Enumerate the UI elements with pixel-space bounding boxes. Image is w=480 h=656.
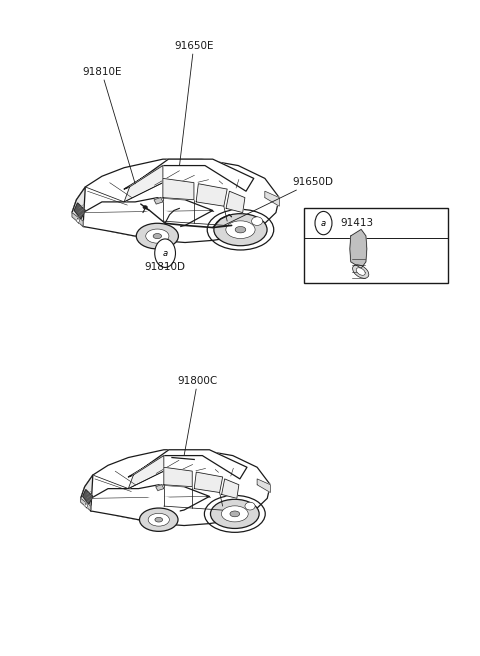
Polygon shape bbox=[72, 159, 279, 243]
Polygon shape bbox=[76, 218, 80, 223]
Ellipse shape bbox=[143, 205, 147, 209]
Ellipse shape bbox=[221, 506, 248, 522]
Text: a: a bbox=[321, 218, 326, 228]
Polygon shape bbox=[91, 485, 209, 520]
Polygon shape bbox=[128, 455, 164, 489]
Ellipse shape bbox=[353, 265, 369, 278]
Ellipse shape bbox=[136, 223, 179, 249]
Ellipse shape bbox=[245, 502, 255, 510]
Text: 91810E: 91810E bbox=[82, 67, 135, 184]
Polygon shape bbox=[128, 450, 247, 479]
Polygon shape bbox=[154, 197, 163, 204]
Ellipse shape bbox=[146, 229, 169, 243]
Polygon shape bbox=[164, 467, 192, 487]
Ellipse shape bbox=[140, 508, 178, 531]
Polygon shape bbox=[72, 213, 83, 226]
Ellipse shape bbox=[356, 268, 365, 276]
Polygon shape bbox=[83, 489, 93, 504]
Polygon shape bbox=[74, 203, 85, 219]
Ellipse shape bbox=[235, 226, 246, 233]
Text: 91800C: 91800C bbox=[178, 377, 217, 455]
Polygon shape bbox=[257, 479, 270, 493]
Circle shape bbox=[155, 239, 176, 268]
Ellipse shape bbox=[148, 513, 169, 526]
FancyBboxPatch shape bbox=[304, 208, 447, 283]
Polygon shape bbox=[81, 499, 91, 511]
Polygon shape bbox=[138, 497, 179, 518]
Text: 91810D: 91810D bbox=[144, 262, 186, 272]
Text: a: a bbox=[163, 249, 168, 258]
Polygon shape bbox=[163, 178, 194, 200]
Polygon shape bbox=[156, 485, 164, 491]
Polygon shape bbox=[194, 472, 223, 493]
Polygon shape bbox=[83, 197, 213, 236]
Polygon shape bbox=[265, 191, 279, 206]
Polygon shape bbox=[350, 230, 367, 268]
Text: 91650D: 91650D bbox=[224, 177, 333, 226]
Polygon shape bbox=[196, 184, 227, 206]
Polygon shape bbox=[226, 191, 245, 213]
Polygon shape bbox=[81, 475, 93, 511]
Polygon shape bbox=[81, 450, 270, 525]
Circle shape bbox=[315, 211, 332, 235]
Ellipse shape bbox=[252, 217, 263, 226]
Ellipse shape bbox=[155, 518, 163, 522]
Ellipse shape bbox=[230, 511, 240, 517]
Polygon shape bbox=[135, 211, 180, 234]
Polygon shape bbox=[72, 187, 85, 226]
Polygon shape bbox=[124, 159, 254, 191]
Ellipse shape bbox=[214, 214, 267, 246]
Polygon shape bbox=[222, 479, 239, 499]
Polygon shape bbox=[124, 165, 163, 202]
Text: 91413: 91413 bbox=[340, 218, 373, 228]
Ellipse shape bbox=[210, 499, 259, 529]
Ellipse shape bbox=[226, 221, 255, 239]
Polygon shape bbox=[85, 503, 88, 508]
Ellipse shape bbox=[153, 234, 162, 239]
Text: 91650E: 91650E bbox=[174, 41, 214, 165]
